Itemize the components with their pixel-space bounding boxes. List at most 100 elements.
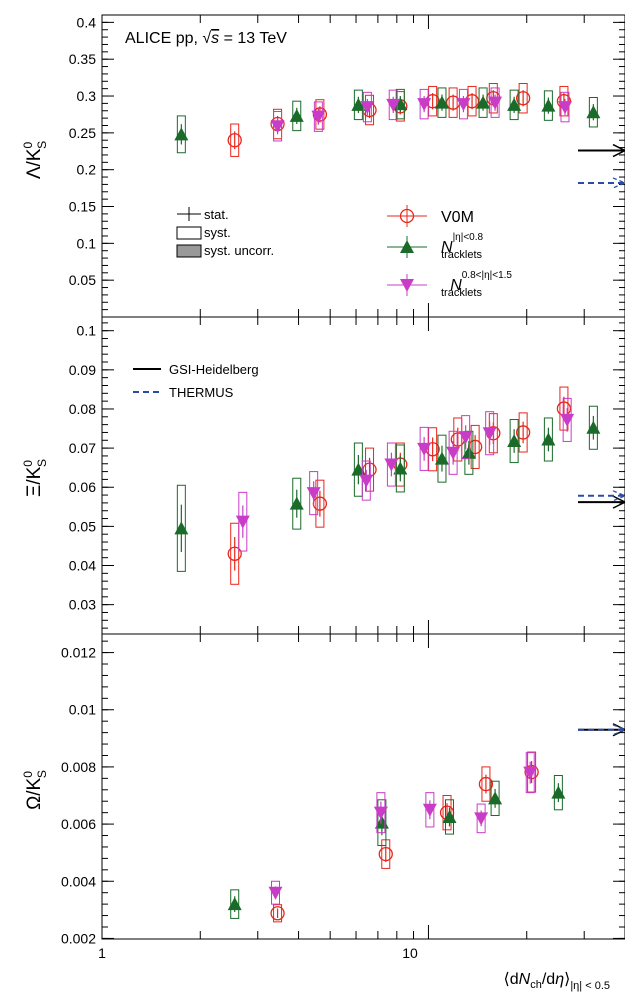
panel-lambda-frame <box>101 14 625 318</box>
xi-trk1-syst-box <box>437 434 447 483</box>
model-legend: GSI-Heidelberg THERMUS <box>133 362 259 400</box>
xi-trk2-syst-box <box>419 426 429 471</box>
lambda-v0m-point <box>515 91 531 106</box>
series-legend: V0M N|η|<0.8 tracklets N0.8<|η|<1.5 trackl… <box>387 205 512 299</box>
lambda-trk2-point <box>386 98 401 112</box>
lambda-v0m-syst-box <box>448 87 458 118</box>
xi-v0m-syst-box <box>518 412 528 453</box>
xi-trk2-point <box>306 487 321 501</box>
omega-trk1-syst-box <box>377 799 387 847</box>
omega-trk2-point <box>523 766 538 780</box>
axis-ticks: 0.05 0.1 0.15 0.2 0.25 0.3 0.35 0.4 0.03 0.04 0.05… <box>61 14 625 946</box>
omega-trk1-point <box>227 897 242 911</box>
xi-trk1-point <box>174 521 189 535</box>
lambda-trk1-point <box>476 95 491 109</box>
lambda-trk2-syst-box <box>362 91 372 123</box>
omega-trk2-syst-box <box>425 792 435 828</box>
ylabel-lambda: Λ/K0S <box>21 141 49 179</box>
xi-ytick-label: 0.09 <box>69 362 96 378</box>
lambda-trk1-syst-box <box>353 89 363 121</box>
omega-ytick-label: 0.01 <box>69 702 96 718</box>
omega-trk1-point <box>551 785 566 799</box>
omega-trk2-syst-box <box>376 792 386 834</box>
lambda-trk1-syst-box <box>509 89 519 121</box>
omega-v0m-point <box>270 906 285 921</box>
omega-trk1-syst-box <box>553 774 563 811</box>
lambda-gsi-arrow <box>612 143 625 158</box>
lambda-ytick-label: 0.15 <box>69 199 96 215</box>
omega-trk2-syst-box <box>476 803 486 834</box>
legend-trk1-label: N|η|<0.8 tracklets <box>441 232 483 261</box>
xi-trk1-syst-box <box>292 477 302 530</box>
xi-ytick-label: 0.06 <box>69 479 96 495</box>
lambda-trk2-syst-box <box>419 88 429 120</box>
omega-v0m-point <box>378 846 393 862</box>
lambda-trk2-point <box>360 101 375 115</box>
omega-ytick-label: 0.012 <box>61 645 96 661</box>
xi-v0m-syst-box <box>470 424 480 469</box>
lambda-trk2-syst-box <box>458 88 468 120</box>
omega-trk2-point <box>422 803 437 817</box>
lambda-trk1-point <box>351 97 366 111</box>
xi-gsi-arrow <box>612 495 625 509</box>
xi-trk1-point <box>507 434 522 448</box>
xi-v0m-syst-box <box>559 386 569 431</box>
lambda-ytick-label: 0.35 <box>69 51 96 67</box>
xi-trk2-syst-box <box>485 411 495 456</box>
xi-v0m-syst-box <box>230 522 240 585</box>
lambda-trk1-syst-box <box>437 87 447 118</box>
legend-trk1-marker <box>400 240 414 253</box>
xtick-label-1: 1 <box>98 945 106 961</box>
omega-trk1-point <box>442 809 457 823</box>
data-points <box>174 83 601 923</box>
xi-ytick-label: 0.08 <box>69 401 96 417</box>
panel-omega-frame <box>101 633 625 940</box>
lambda-trk1-point <box>586 105 601 119</box>
legend-v0m-marker <box>399 208 415 224</box>
lambda-trk1-point <box>174 127 189 141</box>
lambda-trk2-syst-box <box>490 87 500 118</box>
uncertainty-legend: stat. syst. syst. uncorr. <box>176 207 274 258</box>
omega-trk2-syst-box <box>271 880 281 905</box>
lambda-ytick-label: 0.4 <box>77 14 97 30</box>
lambda-ytick-label: 0.25 <box>69 125 96 141</box>
lambda-v0m-point <box>227 133 242 148</box>
omega-v0m-point <box>524 764 539 780</box>
legend-syst-marker <box>176 226 202 240</box>
xi-trk1-syst-box <box>509 419 519 464</box>
panel-frames <box>101 14 625 940</box>
lambda-thermus-arrow <box>612 177 625 189</box>
lambda-trk2-point <box>488 96 503 110</box>
xi-trk2-syst-box <box>461 415 471 460</box>
lambda-ytick-label: 0.05 <box>69 272 96 288</box>
omega-ytick-label: 0.004 <box>61 873 96 889</box>
omega-ytick-label: 0.008 <box>61 759 96 775</box>
omega-v0m-syst-box <box>442 795 452 831</box>
omega-trk1-syst-box <box>444 799 454 835</box>
lambda-trk1-point <box>434 95 449 109</box>
omega-v0m-point <box>478 776 494 792</box>
omega-trk1-point <box>488 791 503 805</box>
omega-ytick-label: 0.002 <box>61 930 96 946</box>
omega-trk1-syst-box <box>230 889 240 919</box>
xi-trk1-point <box>541 432 556 446</box>
xi-trk1-point <box>434 451 449 465</box>
lambda-trk2-point <box>417 98 432 112</box>
omega-trk1-syst-box <box>490 780 500 817</box>
omega-trk2-syst-box <box>525 752 535 794</box>
lambda-v0m-syst-box <box>230 123 240 157</box>
xi-trk1-point <box>393 461 408 475</box>
xi-ytick-label: 0.03 <box>69 597 96 613</box>
xi-trk1-syst-box <box>543 417 553 462</box>
xi-thermus-arrow <box>612 490 625 502</box>
xi-trk2-syst-box <box>309 471 319 516</box>
omega-v0m-syst-box <box>273 904 283 923</box>
omega-thermus-arrow <box>612 724 625 736</box>
ylabel-omega: Ω/K0S <box>21 770 49 810</box>
lambda-trk1-syst-box <box>543 90 553 121</box>
xi-trk2-point <box>417 442 432 456</box>
xi-trk2-point <box>458 431 473 445</box>
lambda-trk2-point <box>270 120 285 134</box>
xi-ytick-label: 0.04 <box>69 558 96 574</box>
model-lines <box>578 143 625 737</box>
